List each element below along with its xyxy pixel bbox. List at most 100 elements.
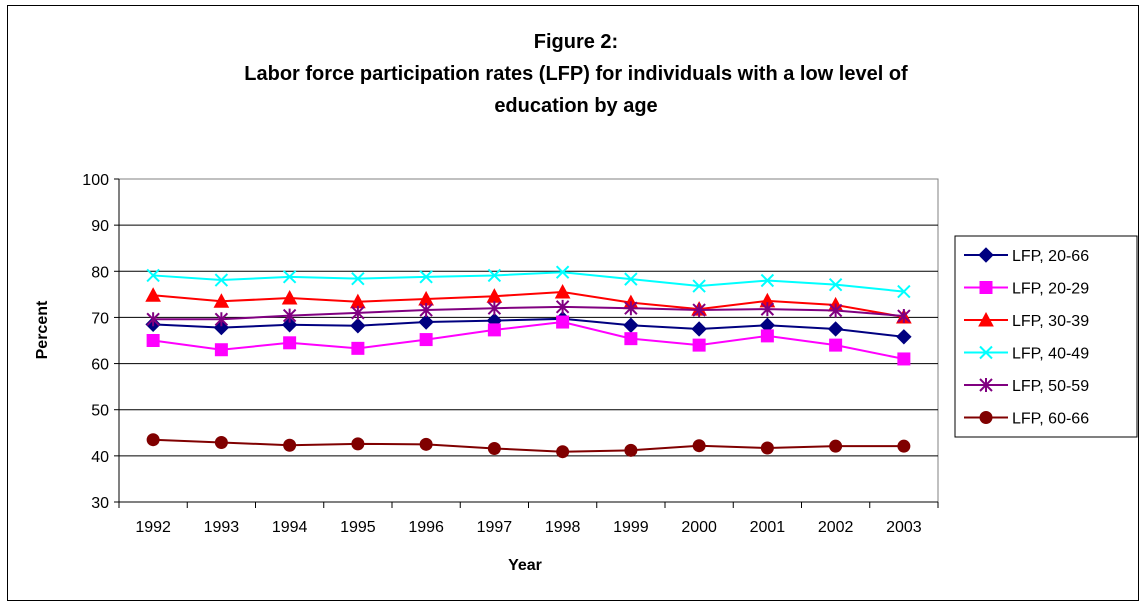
chart-frame: Figure 2: Labor force participation rate… <box>7 5 1139 601</box>
data-point <box>146 334 160 347</box>
data-point <box>283 336 297 350</box>
data-point <box>624 272 638 286</box>
data-point <box>213 293 230 308</box>
data-point <box>760 273 775 288</box>
legend: LFP, 20-66 LFP, 20-29 LFP, 30-39 LFP, 40-49… <box>954 235 1138 438</box>
data-point <box>419 270 433 284</box>
y-tick-label: 60 <box>91 357 109 374</box>
series-group <box>145 265 912 459</box>
x-tick-label: 1995 <box>340 519 376 536</box>
data-point <box>624 443 638 457</box>
data-point <box>897 309 911 324</box>
legend-label: LFP, 30-39 <box>1012 313 1089 330</box>
data-point <box>897 439 911 453</box>
legend-label: LFP, 60-66 <box>1012 411 1089 428</box>
data-point <box>897 284 911 299</box>
data-point <box>419 333 433 347</box>
data-point <box>828 277 843 292</box>
data-point <box>214 312 229 327</box>
x-tick-label: 1999 <box>613 519 649 536</box>
data-point <box>350 318 366 334</box>
series-6 <box>146 433 911 459</box>
data-point <box>146 312 160 327</box>
x-tick-labels: 1992 1993 1994 1995 1996 1997 1998 1999 2000 2001… <box>135 519 921 536</box>
title-line-1: Figure 2: <box>534 31 618 53</box>
data-point <box>555 299 570 314</box>
data-point <box>692 303 706 318</box>
data-point <box>351 271 365 286</box>
title-line-3: education by age <box>494 95 657 117</box>
data-point <box>556 445 570 459</box>
legend-label: LFP, 20-29 <box>1012 281 1089 298</box>
data-point <box>829 439 843 453</box>
data-point <box>554 283 571 299</box>
series-line <box>153 305 904 321</box>
data-point <box>827 321 844 337</box>
legend-marker <box>979 411 993 424</box>
x-tick-label: 1998 <box>545 519 581 536</box>
y-tick-label: 90 <box>91 218 109 235</box>
legend-marker <box>978 311 994 327</box>
data-point <box>487 268 502 283</box>
x-tick-label: 2001 <box>750 519 786 536</box>
data-point <box>556 315 570 329</box>
y-tick-label: 40 <box>91 449 109 466</box>
y-tick-label: 100 <box>82 172 109 189</box>
data-point <box>282 308 297 323</box>
data-point <box>281 289 298 305</box>
plot-area <box>118 178 939 503</box>
data-point <box>691 321 707 337</box>
y-tick-label: 70 <box>91 310 109 327</box>
legend-entry: LFP, 60-66 <box>964 411 1089 428</box>
y-axis-title: Percent <box>34 300 51 359</box>
data-point <box>146 433 160 447</box>
data-point <box>692 338 706 352</box>
data-point <box>214 343 228 357</box>
legend-marker <box>979 378 993 392</box>
data-point <box>829 338 843 352</box>
data-point <box>692 279 706 293</box>
data-point <box>624 301 638 316</box>
data-point <box>419 437 433 451</box>
legend-entry: LFP, 20-29 <box>964 281 1089 298</box>
series-line <box>153 291 905 318</box>
data-point <box>896 329 912 345</box>
x-tick-label: 1993 <box>204 519 240 536</box>
data-point <box>624 332 638 346</box>
legend-box <box>954 235 1138 438</box>
data-point <box>214 273 229 287</box>
x-tick-label: 1997 <box>477 519 513 536</box>
series-line <box>152 321 905 360</box>
data-point <box>281 317 298 333</box>
data-point <box>897 352 911 366</box>
legend-label: LFP, 50-59 <box>1012 378 1089 395</box>
data-point <box>487 301 502 316</box>
x-tick-label: 2002 <box>818 519 854 536</box>
data-point <box>283 438 297 452</box>
x-tick-label: 2003 <box>886 519 922 536</box>
data-point <box>419 303 433 318</box>
title-line-2: Labor force participation rates (LFP) fo… <box>244 63 908 85</box>
legend-label: LFP, 40-49 <box>1012 346 1089 363</box>
series-line <box>153 438 904 453</box>
legend-marker <box>979 345 993 360</box>
legend-entry: LFP, 20-66 <box>964 247 1089 265</box>
data-point <box>146 268 160 283</box>
legend-marker <box>978 247 994 263</box>
data-point <box>418 314 434 330</box>
y-tick-label: 30 <box>91 495 109 512</box>
series-2 <box>146 315 911 366</box>
data-point <box>145 287 161 302</box>
data-point <box>351 437 365 451</box>
x-tick-label: 1994 <box>272 519 308 536</box>
series-line <box>153 317 904 338</box>
y-tick-label: 80 <box>91 264 109 281</box>
x-tick-label: 1992 <box>135 519 171 536</box>
data-point <box>692 439 706 453</box>
data-point <box>487 441 501 455</box>
legend-entry: LFP, 40-49 <box>964 346 1089 363</box>
x-tick-label: 1996 <box>408 519 444 536</box>
axes <box>114 178 939 508</box>
x-axis-title: Year <box>508 557 542 574</box>
legend-label: LFP, 20-66 <box>1012 248 1089 265</box>
